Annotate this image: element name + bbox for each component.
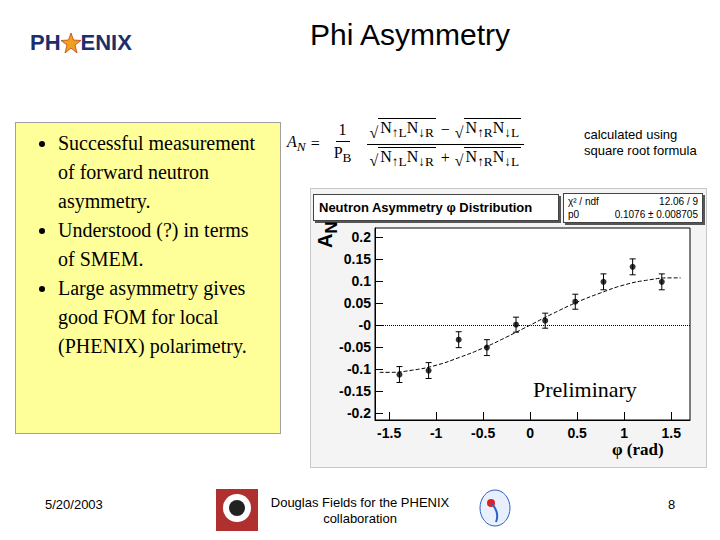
html-text:√N↑LN↓R − √N↑RN↓L: √N↑LN↓R − √N↑RN↓L bbox=[369, 119, 520, 141]
html-text:5/20/2003: 5/20/2003 bbox=[45, 497, 103, 512]
svg-text:-0.15: -0.15 bbox=[339, 383, 371, 399]
svg-text:-0.5: -0.5 bbox=[471, 425, 495, 441]
html-text:χ² / ndf: χ² / ndf bbox=[568, 196, 599, 207]
html-text:ENIX: ENIX bbox=[80, 30, 132, 55]
html-text:p0: p0 bbox=[568, 209, 580, 220]
svg-text:-1: -1 bbox=[430, 425, 443, 441]
html-text:PH: PH bbox=[30, 30, 61, 55]
svg-text:-1.5: -1.5 bbox=[377, 425, 401, 441]
html-text:0.1076 ± 0.008705: 0.1076 ± 0.008705 bbox=[614, 209, 698, 220]
html-text:Large asymmetry gives good FOM: Large asymmetry gives good FOM for local… bbox=[58, 277, 247, 357]
html-text:φ (rad): φ (rad) bbox=[612, 440, 664, 459]
html-text:Understood (?) in terms of SME: Understood (?) in terms of SMEM. bbox=[58, 219, 249, 270]
html-text:Successful measurement of forw: Successful measurement of forward neutro… bbox=[58, 132, 256, 212]
html-text:A: A bbox=[314, 233, 336, 248]
html-text:√N↑LN↓R + √N↑RN↓L: √N↑LN↓R + √N↑RN↓L bbox=[369, 147, 520, 169]
html-text:PB: PB bbox=[333, 144, 352, 166]
svg-text:0: 0 bbox=[526, 425, 534, 441]
svg-text:1.5: 1.5 bbox=[661, 425, 681, 441]
html-text:N: N bbox=[322, 221, 341, 234]
svg-text:-0.2: -0.2 bbox=[347, 405, 371, 421]
html-text:Preliminary: Preliminary bbox=[533, 377, 637, 402]
html-text:Neutron Asymmetry φ Distributi: Neutron Asymmetry φ Distribution bbox=[319, 200, 533, 215]
html-text:8: 8 bbox=[668, 497, 676, 512]
svg-text:1: 1 bbox=[620, 425, 628, 441]
html-text:Douglas Fields for the PHENIX: Douglas Fields for the PHENIX collaborat… bbox=[270, 495, 450, 526]
svg-text:0.2: 0.2 bbox=[352, 229, 372, 245]
svg-text:0.15: 0.15 bbox=[344, 251, 371, 267]
svg-text:-0.05: -0.05 bbox=[339, 339, 371, 355]
html-text:Phi Asymmetry: Phi Asymmetry bbox=[310, 18, 510, 51]
html-text:1: 1 bbox=[338, 121, 347, 139]
html-text:calculated using square root f: calculated using square root formula bbox=[584, 127, 697, 158]
svg-text:0.1: 0.1 bbox=[352, 273, 372, 289]
svg-text:0.05: 0.05 bbox=[344, 295, 371, 311]
html-text:AN =: AN = bbox=[287, 132, 320, 155]
html-text:12.06 / 9: 12.06 / 9 bbox=[659, 196, 698, 207]
svg-text:-0: -0 bbox=[359, 317, 372, 333]
svg-text:0.5: 0.5 bbox=[567, 425, 587, 441]
svg-text:-0.1: -0.1 bbox=[347, 361, 371, 377]
